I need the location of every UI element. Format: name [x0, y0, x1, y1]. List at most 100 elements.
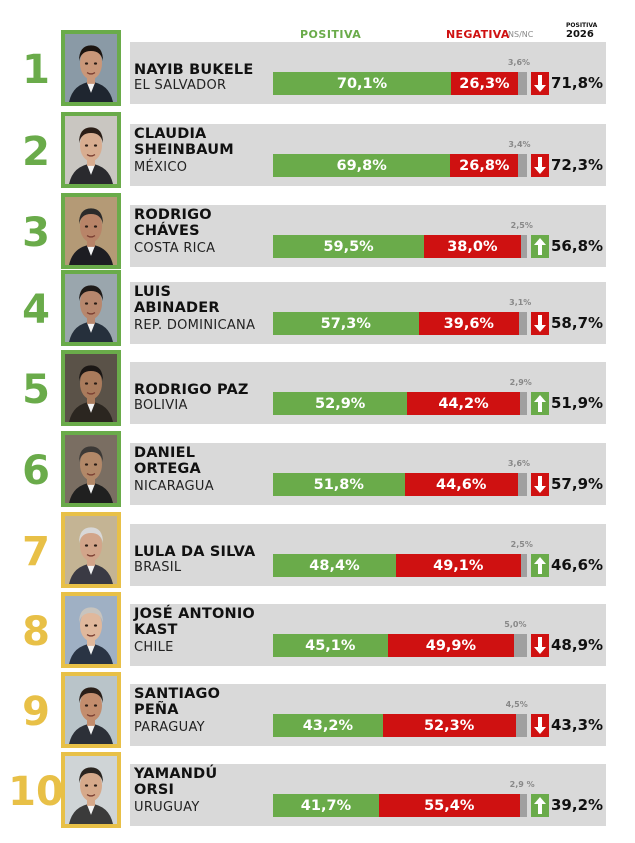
- nsnc-segment: [520, 235, 527, 258]
- trend-value: 58,7%: [551, 314, 604, 332]
- leader-row: 7 LULA DA SILVA BRASIL 48,4% 49,1% 2,5% 46,6%: [0, 512, 635, 590]
- nsnc-label: 2,5%: [510, 540, 533, 549]
- arrow-down-icon: [531, 714, 549, 737]
- leader-row: 2 CLAUDIA SHEINBAUM MÉXICO 69,8% 26,8% 3,4% 72,…: [0, 112, 635, 190]
- leader-country: EL SALVADOR: [134, 78, 227, 93]
- arrow-up-icon: [531, 235, 549, 258]
- nsnc-label: 3,1%: [509, 298, 532, 307]
- leader-photo: [61, 112, 121, 188]
- positive-segment: 69,8%: [273, 154, 451, 177]
- leader-name: PEÑA: [134, 702, 179, 718]
- nsnc-label: 3,4%: [508, 140, 531, 149]
- nsnc-label: 2,5%: [510, 221, 533, 230]
- nsnc-label: 3,6%: [507, 459, 531, 468]
- arrow-down-icon: [531, 154, 549, 177]
- nsnc-label: 3,6%: [507, 58, 531, 67]
- leader-country: MÉXICO: [134, 160, 188, 175]
- negative-segment: 55,4%: [378, 794, 520, 817]
- leader-name: RODRIGO PAZ: [134, 382, 249, 398]
- positive-segment: 57,3%: [273, 312, 419, 335]
- leader-row: 10 YAMANDÚ ORSI URUGUAY 41,7% 55,4% 2,9 % 39,2%: [0, 752, 635, 830]
- leader-name: JOSÉ ANTONIO: [134, 606, 255, 622]
- leader-name: RODRIGO: [134, 207, 212, 223]
- arrow-up-icon: [531, 554, 549, 577]
- leader-photo: [61, 270, 121, 346]
- negative-segment: 38,0%: [424, 235, 521, 258]
- trend-column-header-label: POSITIVA: [566, 22, 598, 29]
- positive-segment: 52,9%: [273, 392, 408, 415]
- rank-number: 7: [22, 529, 50, 575]
- trend-value: 48,9%: [551, 636, 604, 654]
- leader-name: NAYIB BUKELE: [134, 62, 254, 78]
- nsnc-label: 5,0%: [504, 620, 527, 629]
- approval-bar: 70,1% 26,3%: [273, 72, 527, 95]
- negative-segment: 49,1%: [395, 554, 521, 577]
- trend-value: 72,3%: [551, 156, 604, 174]
- leader-photo: [61, 30, 121, 106]
- arrow-down-icon: [531, 72, 549, 95]
- trend-value: 43,3%: [551, 716, 604, 734]
- leader-row: 6 DANIEL ORTEGA NICARAGUA 51,8% 44,6% 3,6% 57,9…: [0, 431, 635, 509]
- approval-bar: 59,5% 38,0%: [273, 235, 527, 258]
- positive-segment: 48,4%: [273, 554, 396, 577]
- leader-name: CLAUDIA: [134, 126, 207, 142]
- rank-number: 2: [22, 129, 50, 175]
- leader-photo: [61, 672, 121, 748]
- approval-bar: 41,7% 55,4%: [273, 794, 527, 817]
- nsnc-segment: [517, 72, 527, 95]
- nsnc-label: 2,9 %: [509, 780, 535, 789]
- nsnc-label: 4,5%: [505, 700, 528, 709]
- negative-segment: 49,9%: [387, 634, 515, 657]
- trend-value: 57,9%: [551, 475, 604, 493]
- leader-photo: [61, 592, 121, 668]
- leader-name: LUIS: [134, 284, 172, 300]
- nsnc-segment: [520, 554, 527, 577]
- leader-photo: [61, 752, 121, 828]
- trend-value: 51,9%: [551, 394, 604, 412]
- positive-segment: 70,1%: [273, 72, 452, 95]
- nsnc-segment: [519, 794, 527, 817]
- negative-segment: 26,3%: [451, 72, 518, 95]
- positive-segment: 51,8%: [273, 473, 405, 496]
- leader-country: REP. DOMINICANA: [134, 318, 256, 333]
- approval-bar: 43,2% 52,3%: [273, 714, 527, 737]
- negative-segment: 26,8%: [450, 154, 519, 177]
- rank-number: 5: [22, 367, 50, 413]
- leader-country: BOLIVIA: [134, 398, 188, 413]
- arrow-up-icon: [531, 392, 549, 415]
- leader-country: COSTA RICA: [134, 241, 216, 256]
- trend-value: 56,8%: [551, 237, 604, 255]
- leader-name: LULA DA SILVA: [134, 544, 256, 560]
- positive-segment: 41,7%: [273, 794, 379, 817]
- negative-segment: 52,3%: [382, 714, 516, 737]
- leader-name: DANIEL: [134, 445, 196, 461]
- approval-bar: 57,3% 39,6%: [273, 312, 527, 335]
- approval-bar: 45,1% 49,9%: [273, 634, 527, 657]
- legend-positive: POSITIVA: [300, 28, 362, 41]
- trend-column-year: 2026: [566, 29, 594, 40]
- legend-nsnc: NS/NC: [508, 30, 534, 39]
- leader-photo: [61, 512, 121, 588]
- arrow-down-icon: [531, 634, 549, 657]
- leader-name: YAMANDÚ: [134, 766, 218, 782]
- approval-bar: 48,4% 49,1%: [273, 554, 527, 577]
- leader-row: 4 LUIS ABINADER REP. DOMINICANA 57,3% 39,6% 3,…: [0, 270, 635, 348]
- leader-row: 1 NAYIB BUKELE EL SALVADOR 70,1% 26,3% 3,6% 71…: [0, 30, 635, 108]
- leader-row: 3 RODRIGO CHÁVES COSTA RICA 59,5% 38,0% 2,5% 56…: [0, 193, 635, 271]
- leader-country: BRASIL: [134, 560, 182, 575]
- leader-row: 5 RODRIGO PAZ BOLIVIA 52,9% 44,2% 2,9% 51,9%: [0, 350, 635, 428]
- positive-segment: 45,1%: [273, 634, 388, 657]
- nsnc-segment: [518, 154, 527, 177]
- leader-country: NICARAGUA: [134, 479, 214, 494]
- arrow-down-icon: [531, 312, 549, 335]
- approval-bar: 51,8% 44,6%: [273, 473, 527, 496]
- leader-name: CHÁVES: [134, 223, 200, 239]
- arrow-down-icon: [531, 473, 549, 496]
- leader-row: 8 JOSÉ ANTONIO KAST CHILE 45,1% 49,9% 5,0% 48,9…: [0, 592, 635, 670]
- nsnc-segment: [519, 392, 527, 415]
- arrow-up-icon: [531, 794, 549, 817]
- nsnc-segment: [517, 473, 527, 496]
- leader-row: 9 SANTIAGO PEÑA PARAGUAY 43,2% 52,3% 4,5% 43,3%: [0, 672, 635, 750]
- rank-number: 3: [22, 210, 50, 256]
